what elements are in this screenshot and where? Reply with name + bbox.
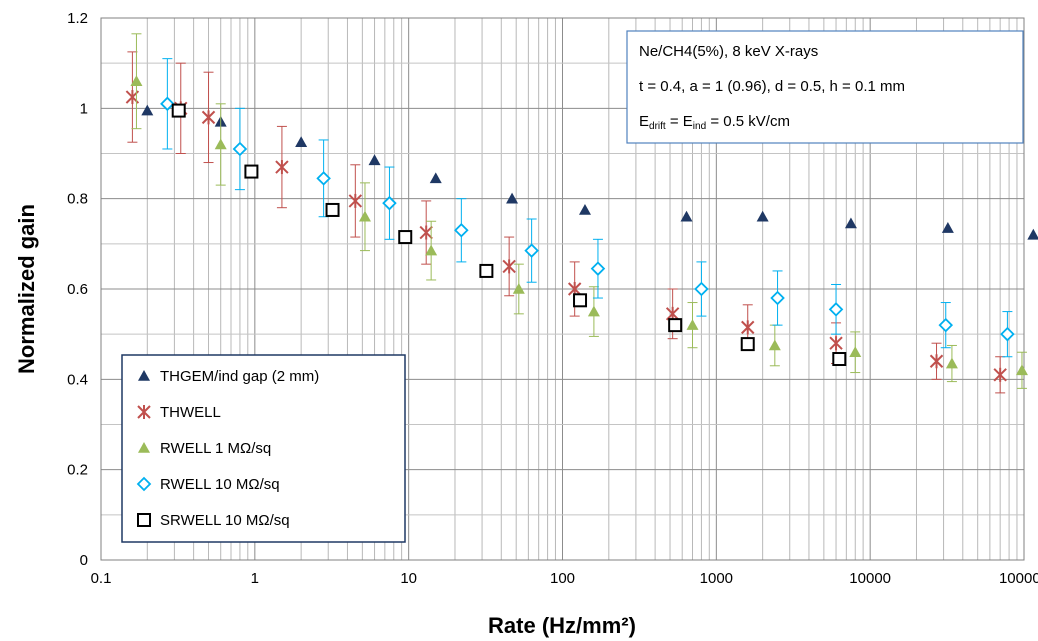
x-tick-label: 100 xyxy=(550,570,575,587)
y-tick-label: 0.4 xyxy=(67,371,88,388)
data-point xyxy=(524,243,539,258)
data-point xyxy=(358,210,371,222)
legend-label: RWELL 10 MΩ/sq xyxy=(160,476,280,493)
y-tick-label: 1.2 xyxy=(67,10,88,27)
y-tick-labels: 0 0.2 0.4 0.6 0.8 1 1.2 xyxy=(67,10,88,569)
data-point xyxy=(316,171,331,186)
data-point xyxy=(756,210,769,222)
data-point xyxy=(832,352,847,367)
legend-label: THWELL xyxy=(160,404,221,421)
data-point xyxy=(325,202,340,217)
data-point xyxy=(160,96,175,112)
data-point xyxy=(382,195,397,211)
legend-label: RWELL 1 MΩ/sq xyxy=(160,440,271,457)
data-point xyxy=(941,222,954,233)
data-point xyxy=(419,225,433,240)
legend-marker xyxy=(138,370,150,381)
data-point xyxy=(741,320,755,335)
data-point xyxy=(945,357,958,369)
data-point xyxy=(938,317,954,333)
legend-label: THGEM/ind gap (2 mm) xyxy=(160,368,319,385)
data-point xyxy=(680,210,693,222)
data-point xyxy=(993,367,1007,382)
data-point xyxy=(829,336,843,351)
x-tick-label: 1000 xyxy=(700,570,733,587)
series-0 xyxy=(141,104,1038,240)
data-point xyxy=(171,103,186,118)
x-tick-label: 1 xyxy=(251,570,259,587)
data-point xyxy=(590,261,606,276)
y-tick-label: 1 xyxy=(80,100,88,117)
series-layer xyxy=(125,33,1038,394)
data-point xyxy=(429,172,442,184)
legend-marker xyxy=(137,513,151,527)
y-tick-label: 0.2 xyxy=(67,462,88,479)
data-point xyxy=(1000,326,1015,342)
series-2 xyxy=(130,33,1028,389)
data-point xyxy=(214,138,227,150)
data-point xyxy=(232,141,248,157)
data-point xyxy=(578,203,591,215)
data-point xyxy=(506,192,519,204)
y-axis-title: Normalized gain xyxy=(14,204,39,374)
data-point xyxy=(740,337,755,352)
data-point xyxy=(849,346,862,358)
data-point xyxy=(694,281,709,297)
x-tick-label: 0.1 xyxy=(91,570,112,587)
data-point xyxy=(573,293,588,308)
x-axis-title: Rate (Hz/mm²) xyxy=(488,613,636,638)
data-point xyxy=(425,244,438,256)
x-tick-label: 10000 xyxy=(849,570,891,587)
data-point xyxy=(398,230,413,245)
data-point xyxy=(244,164,259,179)
y-tick-label: 0.6 xyxy=(67,281,88,298)
annotation-line-2: t = 0.4, a = 1 (0.96), d = 0.5, h = 0.1 … xyxy=(639,78,905,95)
data-point xyxy=(686,319,699,330)
plot-border xyxy=(100,17,1025,561)
data-point xyxy=(512,283,525,294)
data-point xyxy=(368,154,381,166)
data-point xyxy=(295,136,308,148)
data-point xyxy=(1015,364,1028,376)
annotation-box: Ne/CH4(5%), 8 keV X-rays t = 0.4, a = 1 … xyxy=(626,30,1024,144)
data-point xyxy=(828,302,844,317)
legend-marker xyxy=(138,442,150,453)
data-point xyxy=(1027,228,1038,240)
data-point xyxy=(201,110,216,125)
data-point xyxy=(348,193,363,208)
legend-marker xyxy=(136,476,152,492)
legend-label: SRWELL 10 MΩ/sq xyxy=(160,512,290,529)
data-point xyxy=(479,263,494,278)
series-4 xyxy=(171,103,847,367)
data-point xyxy=(130,75,143,87)
series-3 xyxy=(160,58,1015,358)
data-point xyxy=(141,104,154,116)
legend: THGEM/ind gap (2 mm) THWELL RWELL 1 MΩ/sq R… xyxy=(121,354,406,543)
data-point xyxy=(502,259,516,274)
legend-marker xyxy=(137,405,151,419)
data-point xyxy=(929,354,944,369)
y-tick-label: 0 xyxy=(80,552,88,569)
data-point xyxy=(844,217,857,229)
x-tick-label: 10 xyxy=(400,570,417,587)
data-point xyxy=(770,290,785,306)
data-point xyxy=(454,223,469,238)
y-tick-label: 0.8 xyxy=(67,191,88,208)
data-point xyxy=(668,318,683,333)
data-point xyxy=(768,339,781,351)
annotation-line-1: Ne/CH4(5%), 8 keV X-rays xyxy=(639,43,818,60)
annotation-line-3: Edrift = Eind = 0.5 kV/cm xyxy=(639,113,790,132)
data-point xyxy=(275,160,289,175)
data-point xyxy=(587,305,600,317)
